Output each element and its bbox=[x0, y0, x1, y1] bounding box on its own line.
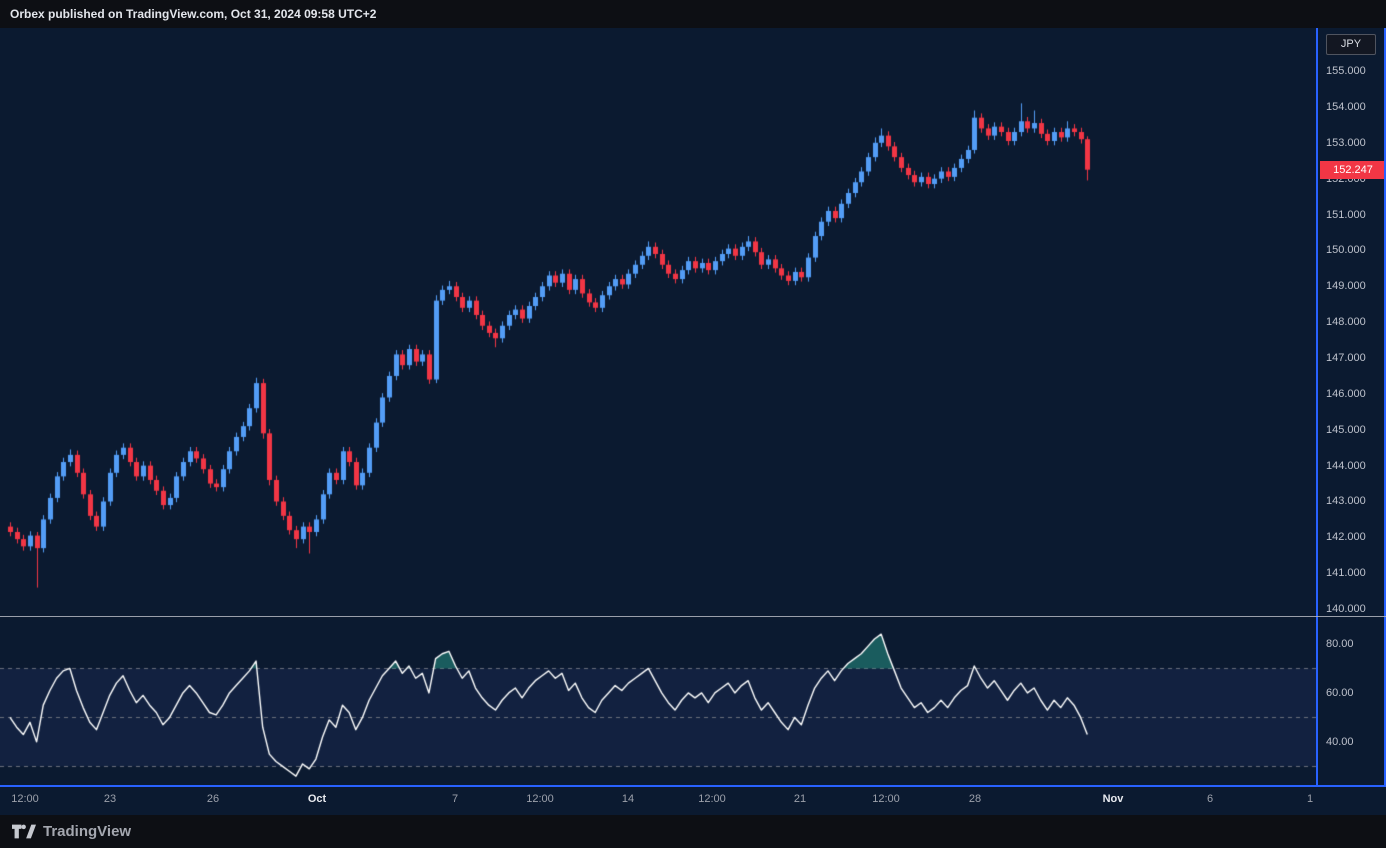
pane-separator[interactable] bbox=[0, 616, 1386, 617]
time-axis-label: 21 bbox=[793, 793, 807, 805]
chart-area: JPY 155.000154.000153.000152.000151.0001… bbox=[0, 28, 1386, 815]
price-axis[interactable]: JPY 155.000154.000153.000152.000151.0001… bbox=[1316, 28, 1386, 785]
tradingview-logo[interactable] bbox=[12, 824, 36, 839]
attribution-text: Orbex published on TradingView.com, Oct … bbox=[10, 7, 377, 21]
price-axis-label: 144.000 bbox=[1326, 459, 1366, 472]
price-axis-label: 150.000 bbox=[1326, 244, 1366, 257]
time-axis[interactable]: 12:00 23 26 Oct 7 12:00 14 12:00 21 12:00 28 Nov 6 1 bbox=[0, 785, 1386, 815]
time-axis-label: 12:00 bbox=[526, 793, 554, 805]
time-axis-label: 23 bbox=[103, 793, 117, 805]
attribution-bar: Orbex published on TradingView.com, Oct … bbox=[0, 0, 1386, 28]
rsi-axis-label: 80.00 bbox=[1326, 637, 1354, 650]
price-axis-label: 153.000 bbox=[1326, 136, 1366, 149]
rsi-axis-label: 40.00 bbox=[1326, 735, 1354, 748]
rsi-axis-label: 60.00 bbox=[1326, 686, 1354, 699]
price-axis-label: 151.000 bbox=[1326, 208, 1366, 221]
price-axis-label: 143.000 bbox=[1326, 495, 1366, 508]
price-axis-label: 147.000 bbox=[1326, 352, 1366, 364]
price-axis-label: 142.000 bbox=[1326, 531, 1366, 544]
price-axis-label: 149.000 bbox=[1326, 280, 1366, 293]
price-axis-label: 154.000 bbox=[1326, 100, 1366, 113]
last-price-badge: 152.247 bbox=[1320, 160, 1386, 179]
price-axis-label: 145.000 bbox=[1326, 423, 1366, 436]
price-axis-label: 140.000 bbox=[1326, 603, 1366, 616]
time-axis-label: 26 bbox=[206, 793, 220, 805]
time-axis-label: 1 bbox=[1306, 793, 1314, 805]
time-axis-label: 12:00 bbox=[872, 793, 900, 805]
right-edge-border bbox=[1384, 28, 1386, 785]
time-axis-label: 6 bbox=[1206, 793, 1214, 805]
currency-label: JPY bbox=[1326, 34, 1376, 55]
rsi-chart-canvas[interactable] bbox=[0, 617, 1316, 785]
tradingview-wordmark[interactable]: TradingView bbox=[43, 823, 132, 840]
footer-bar: TradingView bbox=[0, 815, 1386, 848]
price-axis-label: 141.000 bbox=[1326, 567, 1366, 580]
time-axis-label: 14 bbox=[621, 793, 635, 805]
price-axis-label: 148.000 bbox=[1326, 316, 1366, 329]
time-axis-label: Nov bbox=[1102, 793, 1124, 805]
time-axis-label: 12:00 bbox=[11, 793, 39, 805]
time-axis-label: Oct bbox=[307, 793, 327, 805]
price-axis-label: 146.000 bbox=[1326, 387, 1366, 400]
time-axis-label: 7 bbox=[451, 793, 459, 805]
price-axis-label: 155.000 bbox=[1326, 65, 1366, 78]
time-axis-label: 28 bbox=[968, 793, 982, 805]
time-axis-label: 12:00 bbox=[698, 793, 726, 805]
main-chart-canvas[interactable] bbox=[0, 28, 1316, 617]
